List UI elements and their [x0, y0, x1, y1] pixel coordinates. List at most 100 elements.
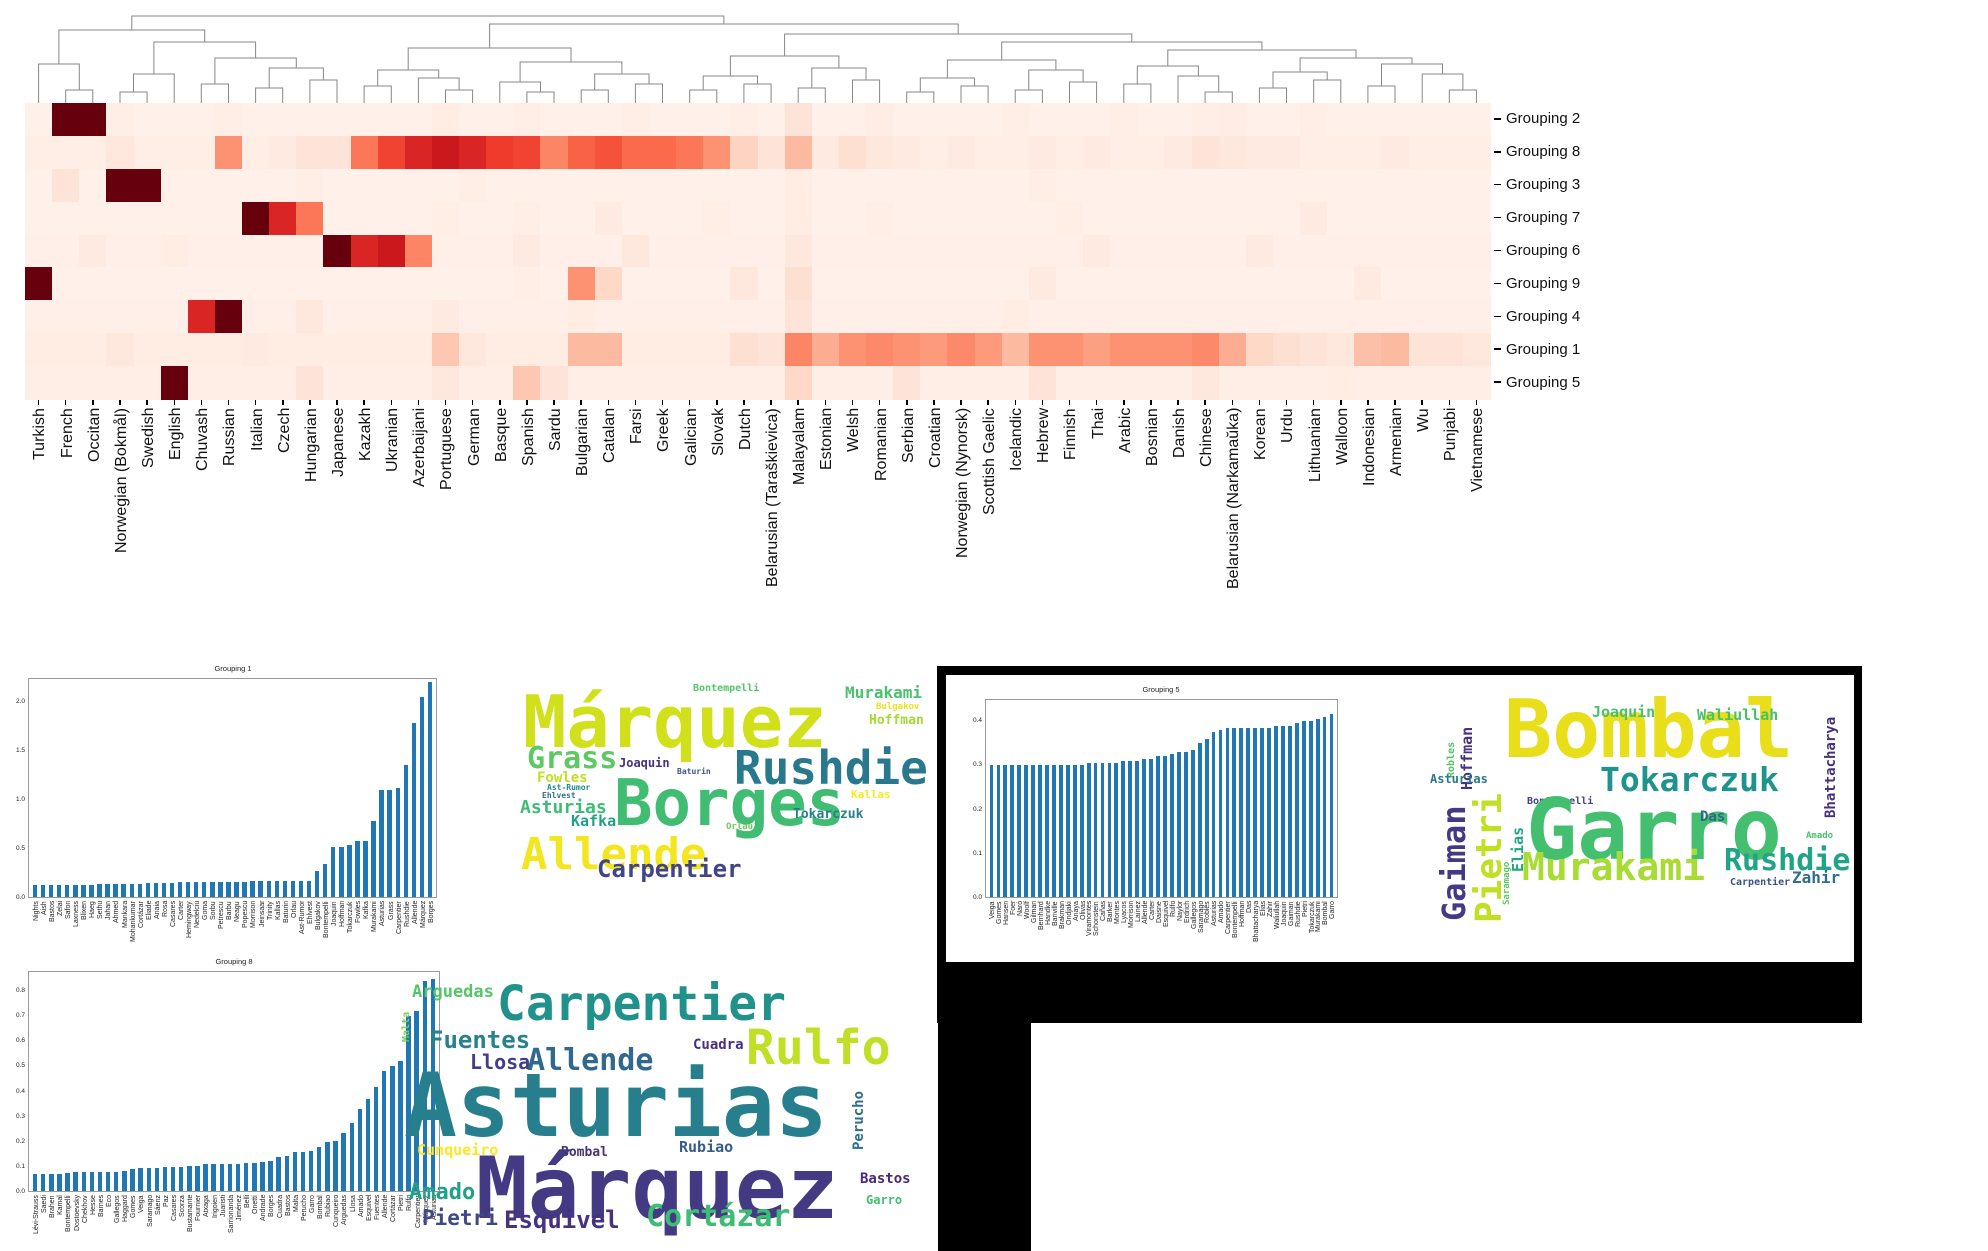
heatmap-cell — [893, 300, 921, 334]
heatmap-cell — [1245, 135, 1274, 170]
heatmap — [25, 103, 1491, 400]
axis-tick-label: Ast-Rumor — [298, 900, 306, 934]
col-tick-mark — [92, 400, 94, 405]
heatmap-cell — [133, 234, 162, 269]
heatmap-cell — [648, 201, 677, 236]
heatmap-cell — [811, 201, 840, 236]
bar — [347, 844, 352, 897]
axis-tick-label: Cortázar — [137, 901, 145, 928]
heatmap-cell — [621, 201, 650, 236]
heatmap-cell — [1001, 234, 1030, 269]
col-tick-mark — [1041, 400, 1044, 405]
axis-tick-label: Chekhov — [81, 1195, 89, 1223]
heatmap-cell — [974, 300, 1003, 334]
heatmap-cell — [1137, 135, 1166, 170]
axis-tick-label: Ondjaki — [1065, 901, 1073, 925]
heatmap-cell — [486, 201, 514, 236]
axis-tick-label: Neagu — [234, 901, 242, 922]
axis-tick-label: Márquez — [419, 900, 427, 928]
bar — [1093, 763, 1098, 897]
row-label-text: Grouping 2 — [1506, 110, 1581, 128]
heatmap-cell — [1354, 300, 1383, 334]
bar — [419, 696, 425, 897]
wordcloud-word: Tokarczuk — [793, 807, 864, 822]
wordcloud-word: Carpentier — [597, 855, 742, 883]
axis-tick-label: Mankara — [121, 900, 129, 928]
heatmap-cell — [866, 300, 894, 334]
bar — [97, 1171, 103, 1191]
heatmap-cell — [1083, 267, 1111, 301]
heatmap-cell — [431, 135, 460, 170]
axis-tick-label: Ehlvest — [306, 901, 314, 924]
heatmap-cell — [1164, 267, 1193, 301]
heatmap-cell — [703, 300, 731, 334]
heatmap-cell — [1164, 300, 1193, 334]
heatmap-cell — [404, 103, 433, 137]
heatmap-cell — [974, 234, 1003, 269]
heatmap-cell — [1083, 333, 1111, 367]
axis-tick-label: Barbu — [226, 901, 234, 920]
heatmap-cell — [1110, 135, 1138, 170]
axis-tick-label: Handke — [1044, 900, 1052, 925]
heatmap-cell — [52, 168, 80, 203]
heatmap-cell — [974, 201, 1003, 236]
y-axis-tick-label: 0.8 — [15, 987, 25, 995]
heatmap-cell — [1055, 366, 1084, 400]
bar — [1239, 727, 1244, 897]
heatmap-cell — [866, 366, 894, 400]
heatmap-cell — [1083, 135, 1111, 170]
heatmap-cell — [377, 201, 406, 236]
heatmap-cell — [838, 168, 867, 203]
heatmap-cell — [242, 135, 270, 170]
heatmap-cell — [1327, 267, 1355, 301]
col-tick-mark — [1475, 400, 1478, 405]
axis-tick-label: Atxaga — [203, 1195, 211, 1217]
row-tick-mark — [1494, 348, 1501, 350]
bar — [282, 881, 288, 897]
heatmap-cell — [187, 201, 216, 236]
bar — [266, 881, 271, 897]
heatmap-cell — [1354, 103, 1383, 137]
dendrogram — [38, 15, 1477, 103]
col-tick-mark — [363, 400, 365, 405]
axis-tick-label: Hoffman — [339, 900, 347, 927]
heatmap-cell — [1001, 168, 1030, 203]
heatmap-cell — [431, 267, 460, 301]
bar — [162, 1166, 168, 1191]
col-tick-mark — [851, 400, 854, 405]
bar — [371, 821, 376, 897]
wordcloud-word: Kallas — [851, 788, 891, 801]
bar — [242, 882, 247, 897]
heatmap-cell — [79, 267, 107, 301]
heatmap-cell — [404, 135, 433, 170]
heatmap-cell — [1001, 366, 1030, 400]
axis-tick-label: Baturin — [282, 900, 290, 923]
wordcloud-word: Bulgakov — [876, 702, 920, 712]
heatmap-cell — [350, 168, 379, 203]
heatmap-cell — [1381, 135, 1410, 170]
heatmap-cell — [1245, 300, 1274, 334]
heatmap-cell — [540, 300, 569, 334]
bar — [406, 1016, 411, 1191]
y-axis-tick-label: 1.5 — [15, 746, 25, 754]
heatmap-cell — [459, 168, 487, 203]
axis-tick-label: Barnes — [97, 1194, 105, 1217]
bar — [290, 881, 296, 897]
wordcloud-word: Malta — [401, 1011, 412, 1042]
heatmap-row-label: Grouping 7 — [1494, 209, 1580, 226]
axis-tick-label: Finnish — [1062, 408, 1080, 460]
col-tick-mark — [526, 400, 528, 405]
heatmap-cell — [1462, 267, 1491, 301]
bar — [153, 883, 159, 897]
axis-tick-label: Sáenz — [154, 1195, 162, 1215]
heatmap-row-label: Grouping 6 — [1494, 242, 1580, 259]
heatmap-cell — [25, 168, 53, 203]
bar — [1058, 765, 1063, 897]
heatmap-cell — [1408, 366, 1437, 400]
heatmap-cell — [648, 366, 677, 400]
bar — [146, 1168, 151, 1191]
axis-tick-label: Dutch — [736, 408, 754, 450]
col-tick-mark — [688, 400, 691, 405]
heatmap-cell — [296, 333, 325, 367]
